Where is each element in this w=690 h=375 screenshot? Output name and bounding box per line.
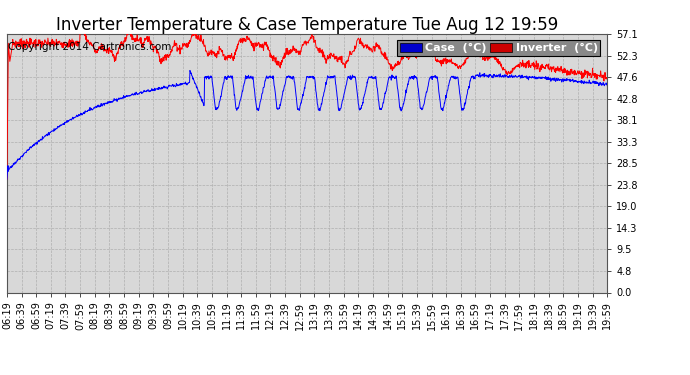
Legend: Case  (°C), Inverter  (°C): Case (°C), Inverter (°C) bbox=[397, 40, 600, 56]
Title: Inverter Temperature & Case Temperature Tue Aug 12 19:59: Inverter Temperature & Case Temperature … bbox=[56, 16, 558, 34]
Text: Copyright 2014 Cartronics.com: Copyright 2014 Cartronics.com bbox=[8, 42, 172, 51]
